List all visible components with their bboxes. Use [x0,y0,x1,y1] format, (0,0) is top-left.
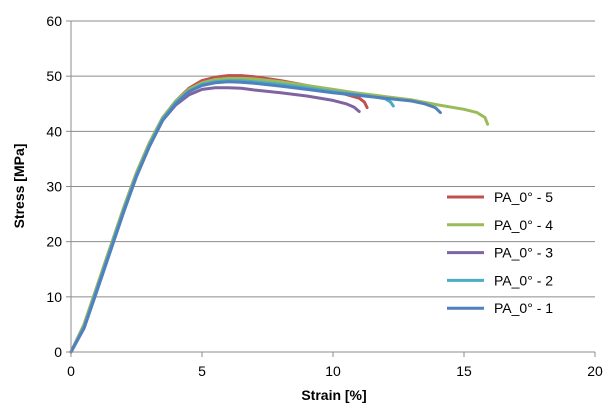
tick-labels: 0 10 20 30 40 50 60 0 5 10 15 20 [46,13,603,379]
legend: PA_0° - 5 PA_0° - 4 PA_0° - 3 PA_0° - 2 PA_0… [447,189,553,316]
x-tick-label: 15 [456,363,472,379]
y-tick-label: 20 [46,234,62,250]
series-line-3 [69,86,361,354]
y-tick-label: 30 [46,179,62,195]
y-tick-label: 60 [46,13,62,29]
y-tick-label: 10 [46,289,62,305]
x-tick-label: 10 [325,363,341,379]
y-tick-label: 50 [46,68,62,84]
x-axis-title: Strain [%] [301,387,366,403]
series-line-4 [69,76,490,354]
legend-label-5: PA_0° - 5 [494,189,553,205]
legend-label-2: PA_0° - 2 [494,272,553,288]
series-line-1 [69,80,442,354]
y-tick-label: 0 [54,344,62,360]
y-tick-label: 40 [46,123,62,139]
legend-label-4: PA_0° - 4 [494,217,553,233]
series-line-5 [69,74,369,354]
x-tick-label: 20 [587,363,603,379]
axes [66,20,596,357]
x-tick-label: 5 [198,363,206,379]
legend-label-1: PA_0° - 1 [494,300,553,316]
series-lines [69,74,490,354]
y-axis-title: Stress [MPa] [11,144,27,229]
legend-label-3: PA_0° - 3 [494,245,553,261]
x-tick-label: 0 [67,363,75,379]
